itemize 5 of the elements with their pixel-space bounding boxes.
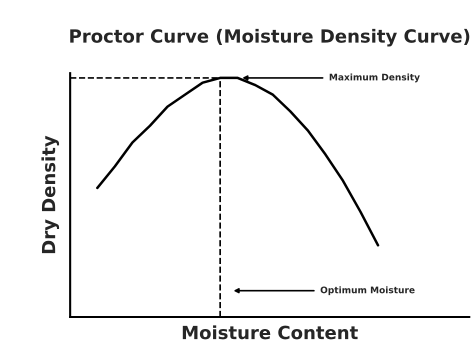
y-axis-title: Dry Density [41,136,60,254]
annotation: Optimum Moisture [320,286,415,296]
annotation: Maximum Density [330,74,420,82]
chart-title: Proctor Curve (Moisture Density Curve) [70,28,470,46]
x-axis-title: Moisture Content [182,325,358,340]
